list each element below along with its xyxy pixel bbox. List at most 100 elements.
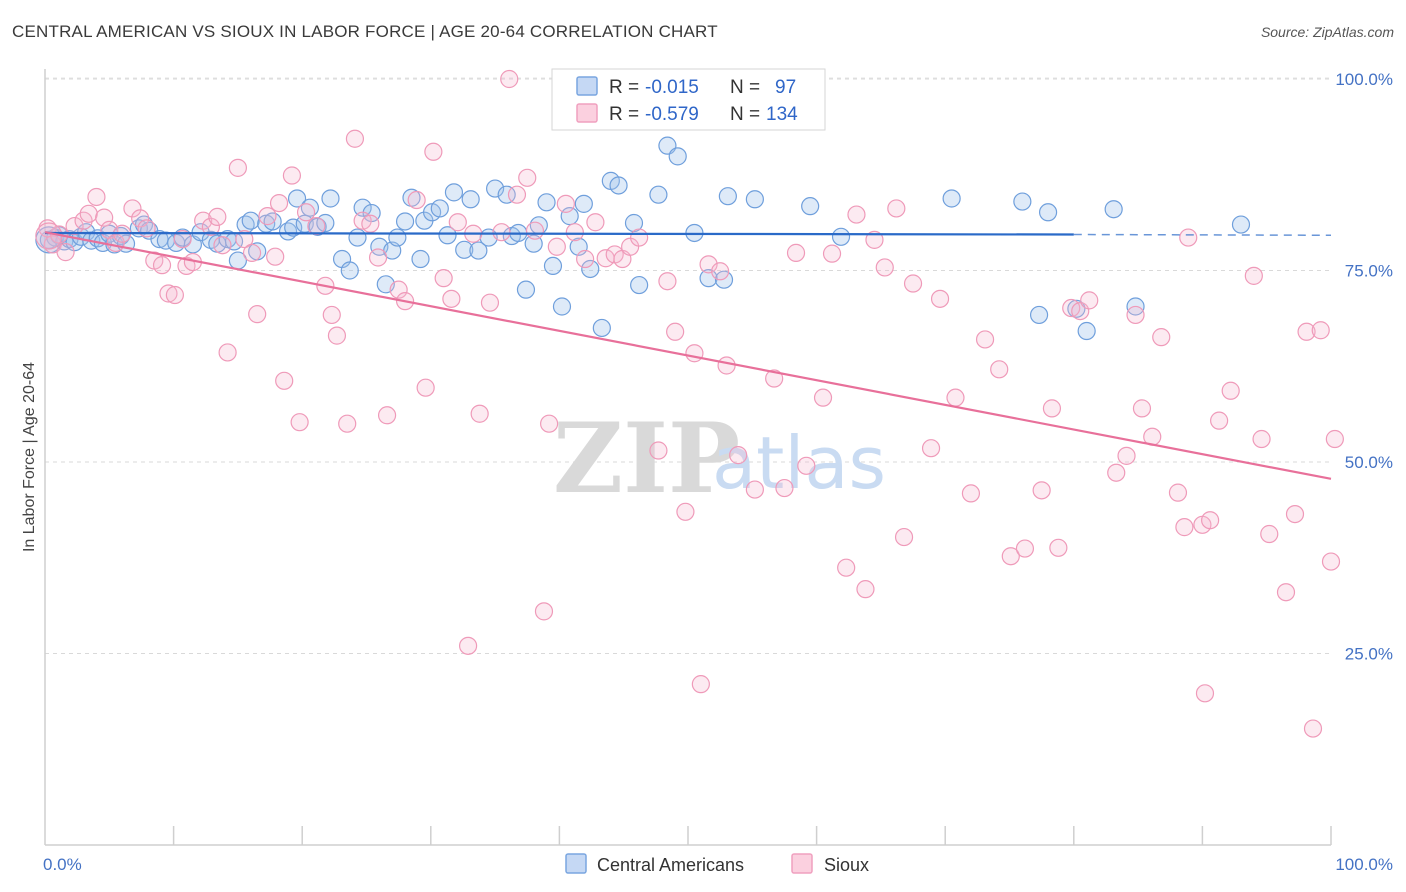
sioux-point-78 [658, 272, 677, 291]
sioux-point-97 [865, 230, 884, 249]
sioux-point-117 [1132, 399, 1152, 418]
series-sioux [35, 69, 1344, 738]
central-point-95 [1038, 203, 1058, 222]
sioux-point-54 [442, 289, 461, 308]
sioux-point-60 [492, 223, 511, 242]
central-point-100 [1231, 215, 1251, 234]
sioux-point-25 [213, 236, 232, 255]
y-axis-title: In Labor Force | Age 20-64 [21, 362, 38, 552]
sioux-point-45 [361, 214, 380, 233]
sioux-point-135 [1303, 719, 1323, 738]
central-point-98 [1104, 200, 1123, 219]
legend-box: R = -0.015 N = 97 R = -0.579 N = 134 [551, 68, 826, 131]
sioux-point-12 [123, 199, 142, 218]
sioux-point-43 [345, 129, 365, 148]
sioux-point-71 [586, 213, 605, 232]
legend-n-label-2: N = [730, 104, 760, 125]
sioux-point-105 [975, 330, 995, 349]
sioux-point-81 [685, 344, 704, 363]
legend-n-value-1: 97 [775, 77, 796, 98]
sioux-point-101 [921, 439, 941, 458]
sioux-point-34 [275, 371, 294, 390]
central-point-77 [592, 318, 611, 338]
central-point-84 [668, 147, 687, 166]
sioux-point-4 [65, 216, 84, 236]
sioux-point-84 [711, 262, 730, 281]
central-point-71 [543, 256, 563, 276]
sioux-point-108 [1015, 539, 1035, 558]
trend-lines [44, 231, 1332, 480]
central-point-51 [395, 212, 415, 231]
central-point-87 [714, 270, 734, 289]
sioux-point-138 [1049, 538, 1068, 557]
central-point-81 [630, 275, 649, 295]
x-tick-label-min: 0.0% [43, 855, 82, 874]
sioux-point-69 [565, 223, 584, 242]
sioux-point-102 [930, 289, 950, 308]
sioux-point-128 [1260, 524, 1279, 544]
central-point-36 [287, 189, 307, 208]
sioux-point-7 [87, 187, 106, 207]
sioux-point-100 [903, 274, 923, 293]
y-tick-label-100: 100.0% [1335, 70, 1393, 89]
legend-r-value-2: -0.579 [645, 104, 699, 125]
y-tick-label-50: 50.0% [1345, 453, 1393, 472]
sioux-point-96 [856, 580, 875, 599]
legend-r-value-1: -0.015 [645, 77, 699, 98]
sioux-point-62 [507, 185, 527, 204]
sioux-point-109 [1032, 481, 1051, 500]
sioux-point-104 [961, 484, 981, 503]
legend-r-label-1: R = [609, 77, 639, 98]
central-point-41 [321, 189, 340, 208]
sioux-point-29 [242, 243, 262, 262]
x-tick-label-max: 100.0% [1335, 855, 1393, 874]
central-point-33 [263, 212, 282, 231]
sioux-point-80 [676, 502, 695, 521]
sioux-point-137 [1175, 518, 1194, 537]
sioux-point-103 [946, 388, 965, 407]
central-point-43 [340, 261, 359, 280]
sioux-point-124 [1210, 411, 1229, 430]
sioux-point-31 [258, 207, 277, 226]
sioux-point-76 [630, 228, 649, 247]
sioux-point-23 [201, 217, 220, 236]
y-tick-label-75: 75.0% [1345, 262, 1393, 281]
central-point-90 [801, 197, 820, 216]
central-point-88 [718, 187, 737, 206]
x-axis-ticks [172, 826, 1332, 845]
sioux-point-48 [389, 280, 408, 299]
sioux-point-116 [1126, 305, 1145, 325]
trend-line-central-extension [1073, 233, 1332, 237]
sioux-point-129 [1276, 583, 1296, 602]
sioux-point-110 [1042, 399, 1062, 418]
sioux-point-32 [266, 247, 285, 266]
sioux-point-59 [480, 293, 500, 312]
trend-line-sioux [44, 231, 1332, 480]
central-point-45 [353, 198, 372, 217]
legend-n-value-2: 134 [766, 104, 798, 125]
sioux-point-88 [765, 369, 784, 388]
bottom-legend: Central Americans Sioux [565, 853, 869, 875]
legend-swatch-sioux [576, 103, 598, 123]
sioux-point-28 [235, 229, 254, 249]
sioux-point-17 [159, 284, 178, 303]
sioux-point-13 [131, 209, 150, 228]
sioux-point-134 [1195, 684, 1215, 703]
sioux-point-87 [745, 480, 764, 499]
sioux-point-77 [649, 441, 668, 460]
sioux-point-90 [786, 243, 806, 262]
sioux-point-6 [79, 204, 98, 223]
sioux-point-64 [525, 221, 545, 240]
sioux-point-46 [368, 248, 388, 267]
central-point-68 [524, 234, 543, 253]
sioux-point-85 [717, 356, 736, 375]
sioux-point-14 [137, 219, 156, 238]
central-point-89 [745, 190, 764, 209]
sioux-point-65 [534, 602, 554, 621]
central-point-72 [552, 297, 572, 316]
sioux-point-91 [797, 456, 816, 475]
sioux-point-99 [894, 527, 914, 547]
central-point-76 [581, 259, 600, 279]
legend-n-label-1: N = [730, 77, 760, 98]
central-point-44 [348, 228, 367, 247]
